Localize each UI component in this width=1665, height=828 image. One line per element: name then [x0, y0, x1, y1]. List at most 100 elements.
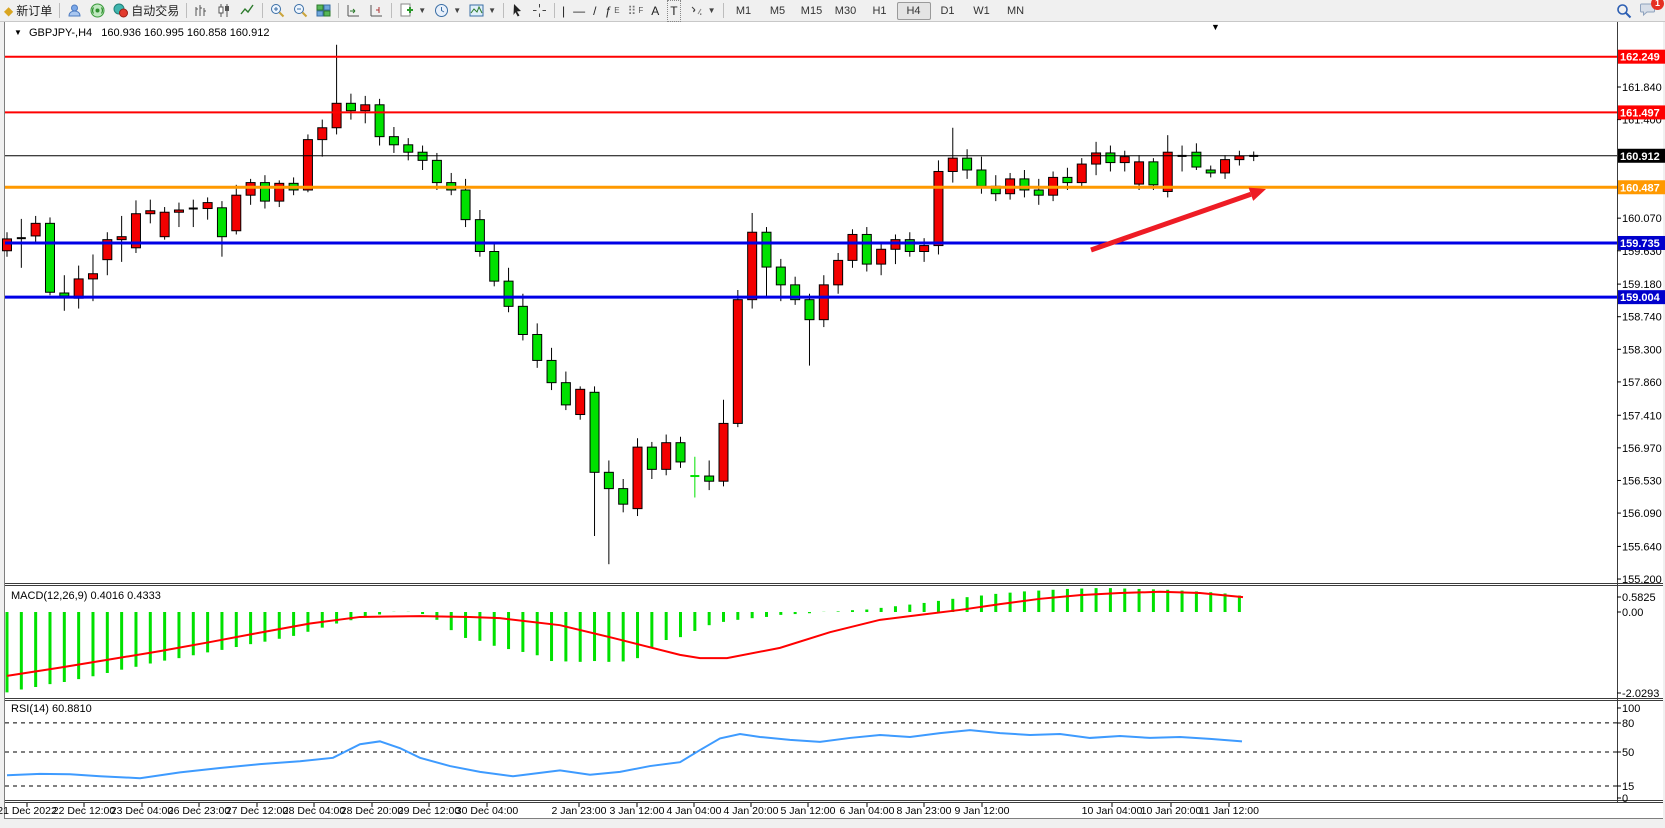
svg-text:156.090: 156.090: [1622, 508, 1662, 520]
horizontal-line-icon: —: [573, 3, 586, 18]
svg-text:155.640: 155.640: [1622, 541, 1662, 553]
tile-windows-button[interactable]: [312, 1, 335, 21]
timeframe-h1[interactable]: H1: [872, 4, 887, 17]
timeframe-w1[interactable]: W1: [973, 4, 990, 17]
price-tag: 159.735: [1618, 235, 1665, 250]
line-chart-button[interactable]: [236, 1, 259, 21]
trend-arrow[interactable]: [1090, 187, 1266, 253]
profile-icon: [68, 4, 81, 17]
periods-button[interactable]: ▼: [430, 1, 465, 21]
svg-text:159.630: 159.630: [1622, 246, 1662, 258]
svg-text:160.070: 160.070: [1622, 213, 1662, 225]
chart-shift-button[interactable]: [365, 1, 388, 21]
profile-button[interactable]: [63, 1, 86, 21]
svg-text:26 Dec 23:00: 26 Dec 23:00: [168, 805, 231, 817]
svg-text:161.497: 161.497: [1620, 107, 1660, 119]
autotrading-icon: [113, 3, 129, 18]
svg-text:28 Dec 20:00: 28 Dec 20:00: [341, 805, 404, 817]
timeframe-d1[interactable]: D1: [940, 4, 955, 17]
candlestick-chart-button[interactable]: [213, 1, 236, 21]
bar-chart-button[interactable]: [190, 1, 213, 21]
quick-nav-icon[interactable]: ▼: [1211, 22, 1220, 32]
macd-panel: 0.5825 0.00 -2.0293: [5, 588, 1659, 700]
dropdown-caret-icon: ▼: [707, 6, 716, 15]
dropdown-caret-icon: ▼: [488, 6, 497, 15]
svg-text:11 Jan 12:00: 11 Jan 12:00: [1199, 805, 1259, 817]
chart-shift-icon: [370, 5, 383, 17]
search-icon[interactable]: [1616, 3, 1632, 19]
trendline-tool-button[interactable]: /: [589, 1, 600, 21]
signal-icon: [90, 3, 105, 18]
svg-text:23 Dec 04:00: 23 Dec 04:00: [111, 805, 174, 817]
svg-text:9 Jan 12:00: 9 Jan 12:00: [955, 805, 1010, 817]
svg-text:158.300: 158.300: [1622, 344, 1662, 356]
channel-tool-button[interactable]: ⠿ F: [624, 1, 648, 21]
timeframe-mn[interactable]: MN: [1006, 4, 1025, 17]
price-lines-layer[interactable]: [5, 55, 1617, 299]
clock-icon: [435, 4, 449, 17]
timeframe-h4[interactable]: H4: [896, 1, 931, 20]
symbol-info-line[interactable]: ▼ GBPJPY-,H4 160.936 160.995 160.858 160…: [14, 27, 269, 39]
separator: [262, 3, 264, 18]
cursor-tool-button[interactable]: [507, 1, 528, 21]
zoom-out-icon: [294, 4, 308, 18]
price-tag: 161.497: [1618, 105, 1665, 120]
svg-text:21 Dec 2022: 21 Dec 2022: [0, 805, 57, 817]
rsi-indicator-label: RSI(14) 60.8810: [11, 703, 92, 715]
indicators-button[interactable]: ▼: [395, 1, 430, 21]
text-tool-button[interactable]: A: [647, 1, 663, 21]
timeframe-m1[interactable]: M1: [735, 4, 752, 17]
timeframe-m5[interactable]: M5: [769, 4, 786, 17]
price-tag: 159.004: [1618, 290, 1665, 305]
auto-scroll-button[interactable]: [342, 1, 365, 21]
svg-text:0: 0: [1622, 793, 1628, 805]
horizontal-line-tool-button[interactable]: —: [569, 1, 589, 21]
notifications-button[interactable]: 1: [1640, 0, 1664, 20]
separator: [503, 3, 505, 18]
timeframe-buttons: M1 M5 M15 M30 H1 H4 D1 W1 MN: [727, 1, 1033, 20]
svg-text:29 Dec 12:00: 29 Dec 12:00: [398, 805, 461, 817]
svg-text:160.487: 160.487: [1620, 182, 1660, 194]
svg-text:8 Jan 23:00: 8 Jan 23:00: [897, 805, 952, 817]
tile-windows-icon: [316, 4, 331, 17]
timeframe-m15[interactable]: M15: [800, 4, 823, 17]
zoom-out-button[interactable]: [289, 1, 312, 21]
separator: [59, 3, 61, 18]
arrows-tool-button[interactable]: ▼: [685, 1, 720, 21]
rsi-panel: 100 80 50 150: [5, 703, 1640, 805]
channel-grid-icon: ⠿: [627, 3, 637, 18]
price-tag: 160.487: [1618, 180, 1665, 195]
price-axis[interactable]: 161.840161.400160.070159.630159.180158.7…: [1617, 82, 1662, 586]
crosshair-tool-button[interactable]: [528, 1, 551, 21]
fibonacci-icon: ƒ: [604, 3, 612, 18]
zoom-in-button[interactable]: [266, 1, 289, 21]
svg-text:5 Jan 12:00: 5 Jan 12:00: [781, 805, 836, 817]
label-tool-button[interactable]: T: [663, 0, 684, 22]
svg-text:162.249: 162.249: [1620, 52, 1660, 64]
new-order-icon: ◆: [4, 3, 14, 18]
signal-button[interactable]: [86, 1, 109, 21]
svg-text:161.840: 161.840: [1622, 82, 1662, 94]
timeframe-m30[interactable]: M30: [834, 4, 857, 17]
svg-text:3 Jan 12:00: 3 Jan 12:00: [610, 805, 665, 817]
indicators-icon: [400, 3, 414, 17]
crosshair-icon: [533, 4, 547, 17]
macd-indicator-label: MACD(12,26,9) 0.4016 0.4333: [11, 590, 161, 602]
templates-button[interactable]: ▼: [465, 1, 500, 21]
vertical-line-tool-button[interactable]: |: [558, 1, 569, 21]
dropdown-caret-icon: ▼: [453, 6, 462, 15]
price-tag: 162.249: [1618, 49, 1665, 64]
svg-text:156.970: 156.970: [1622, 443, 1662, 455]
symbol-collapse-icon[interactable]: ▼: [14, 28, 22, 37]
separator: [554, 3, 556, 18]
svg-text:10 Jan 20:00: 10 Jan 20:00: [1141, 805, 1202, 817]
svg-text:156.530: 156.530: [1622, 475, 1662, 487]
svg-text:22 Dec 12:00: 22 Dec 12:00: [53, 805, 116, 817]
svg-text:6 Jan 04:00: 6 Jan 04:00: [840, 805, 895, 817]
autotrading-button[interactable]: 自动交易: [109, 1, 183, 21]
vertical-line-icon: |: [562, 3, 566, 18]
new-order-button[interactable]: ◆ 新订单: [0, 1, 56, 21]
